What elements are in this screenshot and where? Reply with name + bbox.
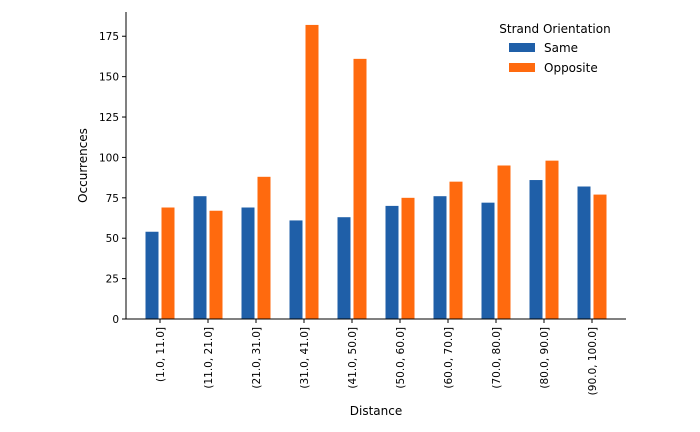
bar-same-8 <box>529 180 543 319</box>
bar-opposite-0 <box>161 207 175 319</box>
bar-opposite-9 <box>593 194 607 319</box>
x-tick-label: (31.0, 41.0] <box>299 327 311 389</box>
bar-opposite-7 <box>497 165 511 319</box>
x-tick-label: (80.0, 90.0] <box>539 327 551 389</box>
legend-label-same: Same <box>544 41 578 55</box>
y-tick-label: 25 <box>106 274 119 286</box>
y-tick-label: 175 <box>99 31 119 43</box>
bar-same-3 <box>289 220 303 319</box>
bar-same-1 <box>193 196 207 319</box>
y-tick-label: 125 <box>99 112 119 124</box>
bar-opposite-8 <box>545 160 559 319</box>
y-tick-label: 75 <box>106 193 119 205</box>
x-tick-label: (90.0, 100.0] <box>587 327 599 395</box>
x-tick-label: (60.0, 70.0] <box>443 327 455 389</box>
x-tick-label: (11.0, 21.0] <box>203 327 215 389</box>
legend-label-opposite: Opposite <box>544 61 598 75</box>
x-tick-label: (1.0, 11.0] <box>155 327 167 382</box>
bar-same-0 <box>145 231 159 319</box>
bar-same-9 <box>577 186 591 319</box>
y-tick-label: 100 <box>99 152 119 164</box>
x-tick-label: (50.0, 60.0] <box>395 327 407 389</box>
x-tick-label: (70.0, 80.0] <box>491 327 503 389</box>
y-tick-label: 0 <box>112 314 119 326</box>
bar-opposite-3 <box>305 24 319 319</box>
y-tick-label: 150 <box>99 72 119 84</box>
bar-same-2 <box>241 207 255 319</box>
bar-opposite-4 <box>353 58 367 319</box>
legend: Strand Orientation Same Opposite <box>499 22 610 75</box>
x-axis-label: Distance <box>350 404 402 418</box>
y-tick-label: 50 <box>106 233 119 245</box>
legend-swatch-opposite <box>509 63 535 72</box>
bar-opposite-6 <box>449 181 463 319</box>
plot-area <box>145 24 607 319</box>
bar-same-6 <box>433 196 447 319</box>
x-tick-label: (41.0, 50.0] <box>347 327 359 389</box>
y-axis: 0 25 50 75 100 125 150 175 <box>99 31 126 326</box>
bar-opposite-5 <box>401 197 415 319</box>
y-axis-label: Occurrences <box>76 128 90 203</box>
bar-same-4 <box>337 217 351 319</box>
bar-same-5 <box>385 205 399 319</box>
bar-opposite-2 <box>257 176 271 319</box>
legend-swatch-same <box>509 43 535 52</box>
x-tick-label: (21.0, 31.0] <box>251 327 263 389</box>
x-axis: (1.0, 11.0] (11.0, 21.0] (21.0, 31.0] (31.0… <box>155 319 599 395</box>
legend-title: Strand Orientation <box>499 22 610 36</box>
bar-opposite-1 <box>209 210 223 319</box>
bar-same-7 <box>481 202 495 319</box>
